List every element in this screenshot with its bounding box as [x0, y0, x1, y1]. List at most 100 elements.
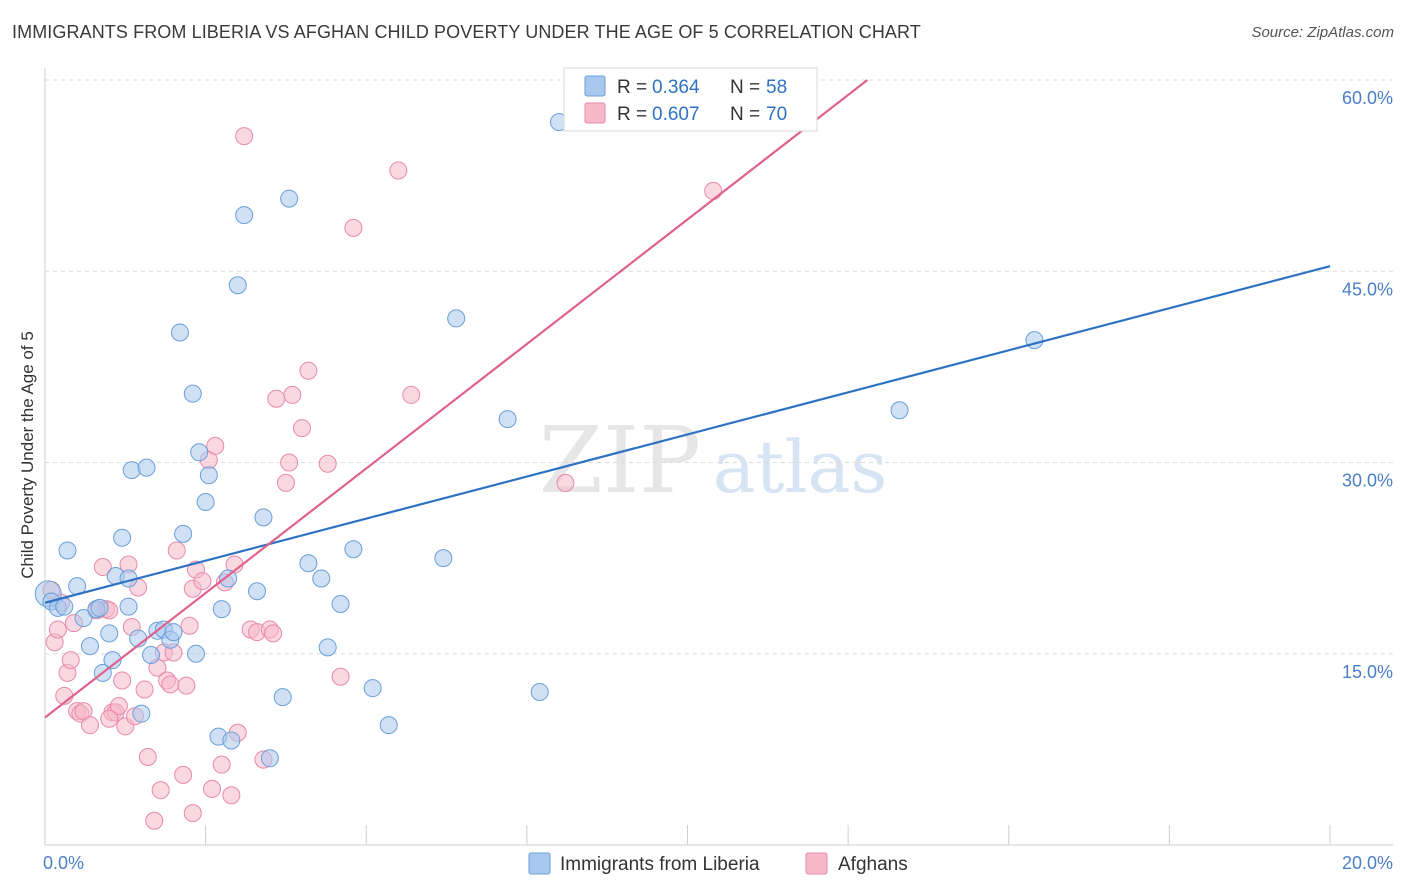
chart-source: Source: ZipAtlas.com — [1251, 24, 1394, 41]
liberia-point — [890, 401, 909, 420]
liberia-point — [132, 704, 151, 723]
liberia-point — [331, 595, 350, 614]
afghan-point — [145, 811, 164, 830]
liberia-point — [235, 206, 254, 225]
liberia-point — [137, 458, 156, 477]
y-tick-label: 60.0% — [1342, 88, 1393, 108]
liberia-point — [100, 624, 119, 643]
afghan-point — [177, 676, 196, 695]
afghan-point — [318, 454, 337, 473]
afghan-point — [80, 716, 99, 735]
liberia-point — [80, 637, 99, 656]
afghan-point — [174, 765, 193, 784]
stats-legend-n-value-liberia: 58 — [766, 77, 787, 98]
legend-swatch-liberia — [528, 852, 551, 875]
x-axis-tick-labels: 0.0% 20.0% — [43, 853, 1393, 873]
x-tick-label: 20.0% — [1342, 853, 1393, 873]
liberia-point — [186, 644, 205, 663]
watermark: ZIP atlas — [539, 407, 887, 514]
afghan-point — [109, 697, 128, 716]
y-tick-label: 15.0% — [1342, 662, 1393, 682]
watermark-atlas: atlas — [713, 425, 888, 509]
liberia-point — [174, 524, 193, 543]
stats-legend-n-value-afghan: 70 — [766, 104, 787, 125]
liberia-trendline — [44, 265, 1331, 604]
afghan-point — [113, 671, 132, 690]
chart-title: IMMIGRANTS FROM LIBERIA VS AFGHAN CHILD … — [12, 22, 921, 42]
liberia-point — [498, 410, 517, 429]
stats-legend-swatch-afghan — [584, 102, 606, 124]
afghan-point — [283, 385, 302, 404]
trendlines — [44, 79, 1331, 719]
afghan-point — [135, 680, 154, 699]
afghan-point — [267, 389, 286, 408]
afghan-point — [61, 651, 80, 670]
liberia-point — [434, 549, 453, 568]
liberia-point — [113, 528, 132, 547]
stats-legend-swatch-liberia — [584, 75, 606, 97]
liberia-point — [280, 189, 299, 208]
axes — [44, 68, 1393, 846]
liberia-point — [344, 540, 363, 559]
afghan-point — [167, 541, 186, 560]
liberia-point — [312, 569, 331, 588]
liberia-point — [74, 609, 93, 628]
afghan-point — [48, 620, 67, 639]
stats-legend-n-label-liberia: N = — [730, 77, 760, 98]
stats-legend: R = 0.364 N = 58 R = 0.607 N = 70 — [563, 67, 818, 132]
watermark-zip: ZIP — [539, 407, 701, 514]
legend-label-liberia: Immigrants from Liberia — [560, 854, 760, 875]
legend-label-afghan: Afghans — [838, 854, 908, 875]
afghan-point — [212, 755, 231, 774]
afghan-point — [556, 473, 575, 492]
liberia-point — [90, 598, 109, 617]
x-tick-label: 0.0% — [43, 853, 84, 873]
stats-legend-r-label-liberia: R = — [617, 77, 647, 98]
afghan-point — [264, 624, 283, 643]
liberia-point — [219, 569, 238, 588]
afghan-point — [222, 786, 241, 805]
afghan-point — [276, 473, 295, 492]
liberia-point — [299, 554, 318, 573]
stats-legend-r-label-afghan: R = — [617, 104, 647, 125]
afghan-point — [100, 709, 119, 728]
stats-legend-box — [563, 67, 818, 132]
liberia-point — [119, 597, 138, 616]
liberia-points — [34, 113, 1044, 768]
liberia-point — [58, 541, 77, 560]
liberia-point — [190, 443, 209, 462]
liberia-point — [447, 309, 466, 328]
afghan-point — [402, 385, 421, 404]
liberia-point — [55, 597, 74, 616]
legend-swatch-afghan — [805, 852, 828, 875]
afghan-point — [389, 161, 408, 180]
series-legend: Immigrants from Liberia Afghans — [528, 852, 908, 875]
y-tick-label: 30.0% — [1342, 471, 1393, 491]
liberia-point — [170, 323, 189, 342]
liberia-point — [122, 461, 141, 480]
afghan-point — [180, 616, 199, 635]
liberia-point — [142, 646, 161, 665]
liberia-point — [222, 731, 241, 750]
liberia-point — [318, 638, 337, 657]
afghan-point — [344, 218, 363, 237]
afghan-trendline — [44, 79, 869, 719]
y-axis-tick-labels: 15.0% 30.0% 45.0% 60.0% — [1342, 88, 1393, 682]
liberia-point — [196, 493, 215, 512]
afghan-point — [206, 436, 225, 455]
liberia-point — [254, 508, 273, 527]
liberia-point — [164, 623, 183, 642]
liberia-point — [103, 651, 122, 670]
liberia-point — [530, 683, 549, 701]
liberia-point — [363, 679, 382, 698]
liberia-point — [248, 582, 267, 601]
gridlines — [45, 79, 1393, 655]
stats-legend-r-value-afghan: 0.607 — [652, 104, 700, 125]
afghan-point — [203, 779, 222, 798]
liberia-point — [379, 716, 398, 735]
liberia-point — [183, 384, 202, 403]
afghan-point — [293, 419, 311, 438]
afghan-point — [151, 781, 170, 800]
afghan-point — [299, 361, 318, 380]
